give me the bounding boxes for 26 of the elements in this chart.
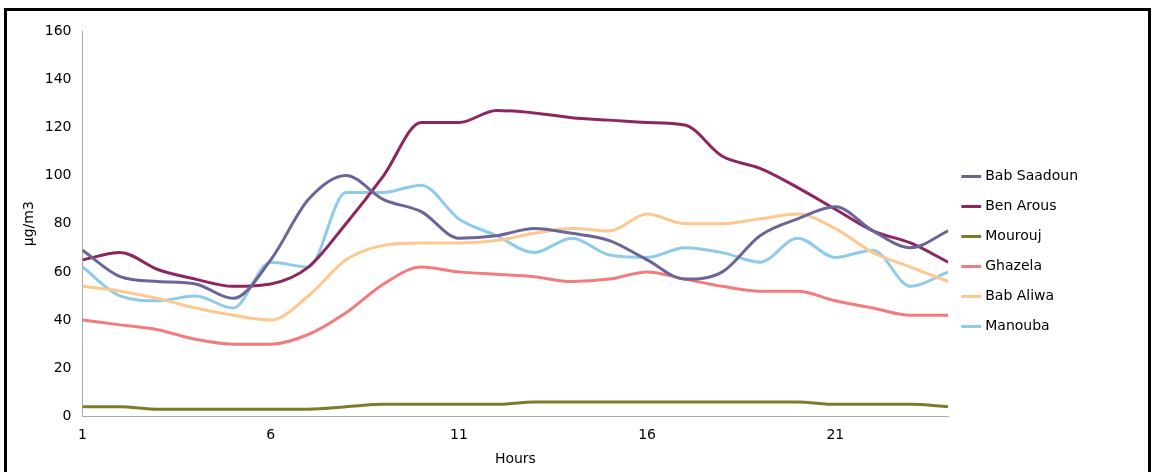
y-tick-label: 0 (62, 407, 72, 424)
y-tick-label: 100 (44, 166, 72, 183)
y-tick-label: 40 (53, 310, 72, 327)
y-tick-label: 20 (53, 358, 72, 375)
y-tick-label: 120 (44, 117, 72, 134)
y-tick-label: 80 (53, 214, 72, 231)
y-tick-label: 160 (44, 21, 72, 38)
legend-label: Mourouj (985, 227, 1042, 244)
x-tick-label: 21 (826, 426, 845, 443)
x-tick-label: 16 (638, 426, 657, 443)
x-axis-title: Hours (494, 450, 536, 467)
x-tick-label: 11 (450, 426, 468, 443)
x-tick-label: 6 (266, 426, 276, 443)
legend-label: Bab Saadoun (985, 167, 1078, 184)
legend-label: Ben Arous (985, 197, 1057, 214)
legend-label: Bab Aliwa (985, 287, 1055, 304)
line-series (82, 212, 949, 322)
y-axis-title: µg/m3 (20, 201, 37, 247)
line-series (82, 400, 949, 411)
y-tick-label: 140 (44, 69, 72, 86)
x-tick-label: 1 (78, 426, 87, 443)
y-tick-label: 60 (53, 262, 72, 279)
legend-label: Ghazela (985, 257, 1042, 274)
legend-label: Manouba (985, 317, 1050, 334)
line-series (82, 108, 949, 288)
line-series (82, 265, 949, 346)
